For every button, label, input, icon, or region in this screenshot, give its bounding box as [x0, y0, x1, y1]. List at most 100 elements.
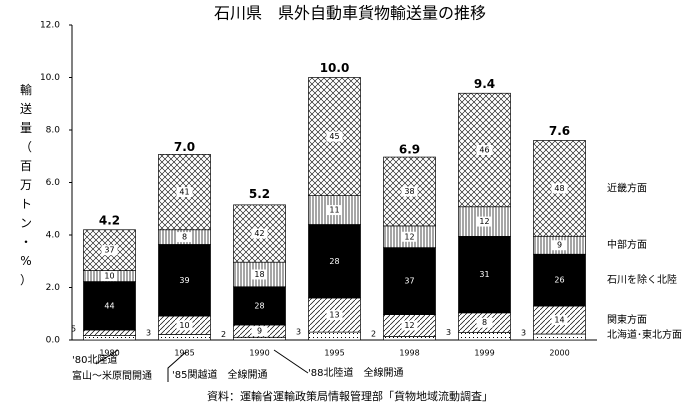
- bar-segment: [83, 335, 136, 341]
- label-bg: [476, 216, 493, 227]
- label-bg: [101, 300, 118, 311]
- segment-label: 18: [254, 270, 264, 279]
- label-bg: [251, 300, 268, 311]
- segment-label: 31: [479, 270, 489, 279]
- segment-label: 28: [254, 301, 264, 310]
- segment-label: 10: [179, 321, 189, 330]
- label-bg: [101, 271, 118, 282]
- label-bg: [551, 183, 568, 194]
- bar-segment: [533, 333, 586, 341]
- bar-segment: [83, 329, 136, 336]
- segment-label: 39: [179, 276, 189, 285]
- y-tick-label: 8.0: [46, 126, 61, 136]
- label-bg: [251, 228, 268, 239]
- legend-label: 北海道･東北方面: [607, 328, 682, 341]
- bar-segment: [233, 336, 286, 341]
- annotation: '85関越道 全線開通: [172, 368, 267, 381]
- segment-label: 37: [104, 246, 114, 255]
- segment-label: 8: [482, 318, 487, 327]
- label-bg: [401, 276, 418, 287]
- annotation-line: [273, 349, 309, 374]
- y-axis-label: 輸送量（百万トン・%）: [20, 82, 32, 287]
- chart-title: 石川県 県外自動車貨物輸送量の推移: [214, 4, 486, 23]
- total-label: 7.6: [549, 124, 570, 138]
- annotation: '88北陸道 全線開通: [308, 366, 403, 379]
- total-label: 4.2: [99, 213, 120, 227]
- segment-label: 38: [404, 187, 414, 196]
- label-bg: [326, 205, 343, 216]
- legend-label: 近畿方面: [607, 181, 647, 194]
- segment-label: 26: [554, 276, 564, 285]
- segment-label: 12: [404, 321, 414, 330]
- segment-label: 5: [71, 324, 76, 333]
- bar-segment: [308, 331, 361, 341]
- segment-label: 12: [479, 217, 489, 226]
- bar-segment: [383, 336, 436, 341]
- y-tick-label: 2.0: [46, 283, 61, 293]
- segment-label: 9: [257, 327, 262, 336]
- y-tick-label: 10.0: [40, 73, 60, 83]
- legend-label: 中部方面: [607, 238, 647, 251]
- y-tick-label: 0.0: [46, 336, 61, 346]
- label-bg: [251, 326, 268, 337]
- segment-label: 45: [329, 132, 339, 141]
- segment-label: 10: [104, 272, 114, 281]
- label-bg: [551, 240, 568, 251]
- label-bg: [476, 145, 493, 156]
- segment-label: 8: [182, 233, 187, 242]
- total-label: 7.0: [174, 140, 195, 154]
- segment-label: 37: [404, 277, 414, 286]
- segment-label: 2: [221, 330, 226, 339]
- bar-segment: [458, 332, 511, 341]
- segment-label: 44: [104, 301, 114, 310]
- x-tick-label: 1998: [399, 349, 419, 358]
- segment-label: 2: [371, 330, 376, 339]
- y-tick-label: 6.0: [46, 178, 61, 188]
- x-tick-label: 1990: [249, 349, 269, 358]
- segment-label: 48: [554, 184, 564, 193]
- segment-label: 12: [404, 232, 414, 241]
- segment-label: 41: [179, 188, 189, 197]
- label-bg: [401, 186, 418, 197]
- annotation: 富山～米原間開通: [72, 369, 152, 382]
- label-bg: [101, 245, 118, 256]
- y-tick-label: 12.0: [40, 21, 60, 31]
- segment-label: 11: [329, 206, 339, 215]
- segment-label: 3: [446, 328, 451, 337]
- label-bg: [551, 315, 568, 326]
- label-bg: [476, 317, 493, 328]
- label-bg: [176, 232, 193, 243]
- total-label: 5.2: [249, 187, 270, 201]
- segment-label: 14: [554, 316, 564, 325]
- segment-label: 9: [557, 241, 562, 250]
- bar-segment: [158, 334, 211, 341]
- bar-segment: [83, 281, 136, 331]
- label-bg: [401, 320, 418, 331]
- bar-segment: [533, 305, 586, 335]
- label-bg: [326, 256, 343, 267]
- segment-label: 42: [254, 229, 264, 238]
- label-bg: [326, 131, 343, 142]
- label-bg: [551, 275, 568, 286]
- x-tick-label: 1995: [324, 349, 344, 358]
- legend-label: 関東方面: [607, 313, 647, 326]
- label-bg: [176, 275, 193, 286]
- segment-label: 28: [329, 257, 339, 266]
- segment-label: 46: [479, 146, 489, 155]
- segment-label: 13: [329, 311, 339, 320]
- label-bg: [326, 310, 343, 321]
- annotation: '80北陸道: [72, 353, 117, 366]
- label-bg: [401, 231, 418, 242]
- label-bg: [251, 269, 268, 280]
- segment-label: 3: [146, 329, 151, 338]
- label-bg: [176, 320, 193, 331]
- source: 資料：運輸省運輸政策局情報管理部「貨物地域流動調査」: [207, 389, 493, 403]
- total-label: 9.4: [474, 77, 495, 91]
- y-tick-label: 4.0: [46, 231, 61, 241]
- x-tick-label: 1980: [99, 349, 119, 358]
- annotation-line: [167, 351, 187, 382]
- x-tick-label: 2000: [549, 349, 569, 358]
- legend-label: 石川を除く北陸: [607, 273, 677, 286]
- label-bg: [176, 187, 193, 198]
